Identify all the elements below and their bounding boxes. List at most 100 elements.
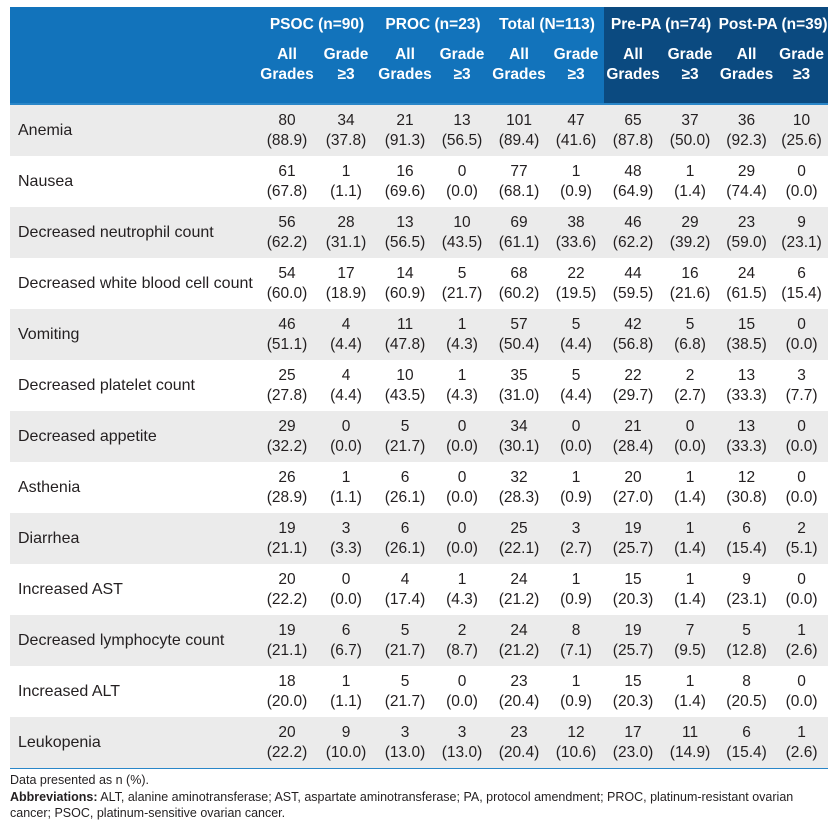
cell-percent: (31.0) [498, 386, 540, 404]
cell-count: 20 [278, 570, 296, 588]
cell-count: 0 [341, 570, 351, 588]
table-row: Vomiting 46 (51.1) 4 (4.4) 11 (47.8) 1 (4.3) 57 (5… [10, 309, 829, 360]
abbreviations-text: ALT, alanine aminotransferase; AST, aspa… [10, 789, 794, 821]
cell-count: 2 [457, 621, 467, 639]
table-cell: 1 (4.3) [434, 309, 491, 360]
subheader-line: All [395, 46, 415, 63]
table-cell: 8 (20.5) [718, 666, 776, 717]
subheader-all-grades: All Grades [490, 43, 549, 105]
row-label: Asthenia [10, 462, 258, 513]
cell-count: 2 [797, 519, 806, 537]
cell-percent: (20.4) [498, 692, 540, 710]
cell-count: 1 [341, 162, 351, 180]
table-cell: 0 (0.0) [434, 513, 491, 564]
subheader-line: ≥3 [567, 66, 585, 83]
subheader-row: All Grades Grade ≥3 All Grades Grade ≥3 All Grade… [10, 43, 829, 105]
cell-percent: (68.1) [498, 182, 540, 200]
cell-percent: (21.6) [669, 284, 711, 302]
cell-percent: (20.4) [498, 743, 540, 761]
table-cell: 29 (32.2) [258, 411, 316, 462]
table-cell: 10 (43.5) [376, 360, 435, 411]
cell-percent: (2.7) [560, 539, 592, 557]
subheader-line: Grades [378, 66, 432, 83]
subheader-line: Grades [260, 66, 314, 83]
cell-count: 29 [681, 213, 699, 231]
group-header: Total (N=113) [490, 7, 605, 43]
cell-count: 5 [742, 621, 751, 639]
cell-count: 1 [457, 366, 467, 384]
cell-count: 0 [797, 162, 806, 180]
cell-count: 15 [624, 570, 642, 588]
cell-count: 21 [396, 111, 414, 129]
cell-percent: (28.9) [266, 488, 308, 506]
cell-percent: (30.8) [726, 488, 767, 506]
footnote: Data presented as n (%). Abbreviations: … [10, 772, 830, 822]
cell-percent: (0.0) [785, 488, 818, 506]
subheader-grade3: Grade ≥3 [775, 43, 829, 105]
cell-percent: (20.3) [612, 590, 654, 608]
table-cell: 1 (2.6) [775, 615, 829, 666]
cell-count: 12 [737, 468, 756, 486]
subheader-line: ≥3 [453, 66, 471, 83]
table-cell: 80 (88.9) [258, 104, 316, 156]
cell-count: 1 [571, 468, 581, 486]
cell-count: 1 [685, 672, 695, 690]
table-cell: 38 (33.6) [548, 207, 605, 258]
cell-count: 15 [737, 315, 756, 333]
table-cell: 25 (27.8) [258, 360, 316, 411]
cell-count: 16 [681, 264, 699, 282]
table-row: Diarrhea 19 (21.1) 3 (3.3) 6 (26.1) 0 (0.0) 25 (22… [10, 513, 829, 564]
cell-count: 16 [396, 162, 414, 180]
table-body: Anemia 80 (88.9) 34 (37.8) 21 (91.3) 13 (56.5) 10… [10, 104, 829, 769]
table-cell: 2 (8.7) [434, 615, 491, 666]
table-cell: 6 (15.4) [775, 258, 829, 309]
cell-count: 11 [681, 723, 699, 741]
cell-percent: (21.1) [266, 539, 308, 557]
table-cell: 6 (26.1) [376, 462, 435, 513]
cell-count: 77 [510, 162, 528, 180]
table-cell: 36 (92.3) [718, 104, 776, 156]
cell-count: 20 [278, 723, 296, 741]
table-cell: 5 (4.4) [548, 309, 605, 360]
adverse-events-table: PSOC (n=90) PROC (n=23) Total (N=113) Pre-P… [10, 7, 829, 769]
table-row: Asthenia 26 (28.9) 1 (1.1) 6 (26.1) 0 (0.0) 32 (28… [10, 462, 829, 513]
cell-count: 101 [506, 111, 532, 129]
footnote-abbreviations: Abbreviations: ALT, alanine aminotransfe… [10, 789, 830, 822]
cell-percent: (33.3) [726, 437, 767, 455]
table-cell: 46 (62.2) [604, 207, 663, 258]
cell-percent: (1.4) [674, 539, 706, 557]
cell-count: 0 [797, 672, 806, 690]
cell-count: 4 [341, 315, 351, 333]
cell-percent: (0.9) [560, 692, 592, 710]
table-cell: 6 (6.7) [316, 615, 377, 666]
subheader-all-grades: All Grades [604, 43, 663, 105]
table-cell: 1 (0.9) [548, 462, 605, 513]
table-row: Anemia 80 (88.9) 34 (37.8) 21 (91.3) 13 (56.5) 10… [10, 104, 829, 156]
cell-percent: (13.0) [441, 743, 483, 761]
header-corner-sub [10, 43, 258, 105]
cell-count: 23 [510, 672, 528, 690]
table-row: Nausea 61 (67.8) 1 (1.1) 16 (69.6) 0 (0.0) 77 (68.… [10, 156, 829, 207]
cell-count: 6 [341, 621, 351, 639]
table-cell: 1 (1.4) [662, 462, 719, 513]
cell-percent: (0.0) [785, 437, 818, 455]
cell-percent: (87.8) [612, 131, 654, 149]
cell-percent: (51.1) [266, 335, 308, 353]
cell-count: 38 [567, 213, 585, 231]
cell-percent: (60.2) [498, 284, 540, 302]
table-cell: 16 (69.6) [376, 156, 435, 207]
cell-percent: (5.1) [785, 539, 818, 557]
table-cell: 0 (0.0) [775, 411, 829, 462]
table-cell: 34 (37.8) [316, 104, 377, 156]
cell-count: 29 [737, 162, 756, 180]
cell-percent: (2.6) [785, 641, 818, 659]
cell-percent: (50.4) [498, 335, 540, 353]
table-cell: 0 (0.0) [775, 666, 829, 717]
subheader-line: Grade [667, 46, 713, 63]
cell-count: 0 [457, 672, 467, 690]
cell-percent: (15.4) [726, 743, 767, 761]
cell-percent: (62.2) [612, 233, 654, 251]
table-cell: 1 (1.4) [662, 666, 719, 717]
table-cell: 11 (14.9) [662, 717, 719, 769]
table-cell: 15 (38.5) [718, 309, 776, 360]
